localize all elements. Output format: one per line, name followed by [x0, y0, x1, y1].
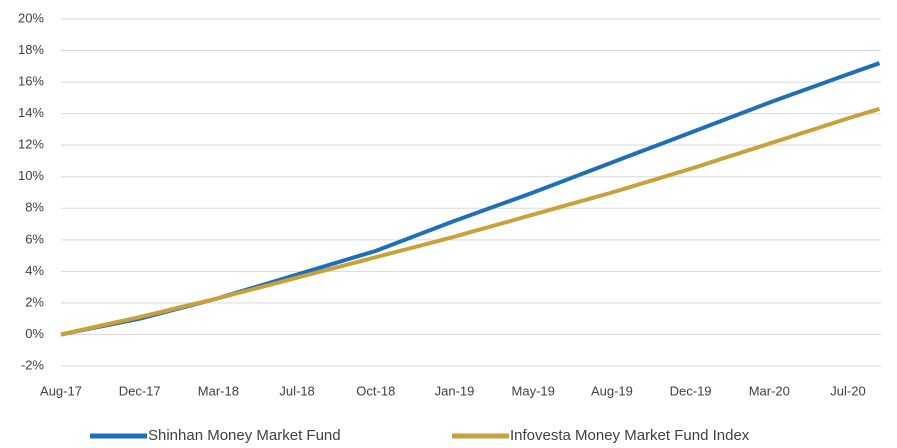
y-tick-label: -2% [21, 357, 45, 372]
y-tick-label: 4% [25, 263, 44, 278]
x-tick-label: Aug-17 [40, 383, 82, 398]
x-tick-label: Aug-19 [591, 383, 633, 398]
legend-label: Infovesta Money Market Fund Index [510, 427, 750, 444]
line-series [60, 106, 881, 337]
x-tick-label: May-19 [512, 383, 555, 398]
x-tick-label: Jan-19 [435, 383, 475, 398]
x-tick-label: Jul-20 [830, 383, 865, 398]
y-tick-label: 12% [18, 137, 44, 152]
line-series [60, 61, 881, 337]
x-tick-label: Oct-18 [356, 383, 395, 398]
y-tick-label: 16% [18, 74, 44, 89]
y-tick-label: 20% [18, 10, 44, 25]
x-tick-label: Jul-18 [279, 383, 314, 398]
y-tick-label: 10% [18, 168, 44, 183]
y-tick-label: 6% [25, 231, 44, 246]
x-tick-label: Mar-18 [198, 383, 239, 398]
x-tick-label: Dec-17 [119, 383, 161, 398]
x-tick-label: Dec-19 [670, 383, 712, 398]
y-tick-label: 18% [18, 42, 44, 57]
x-tick-label: Mar-20 [749, 383, 790, 398]
legend-label: Shinhan Money Market Fund [148, 427, 341, 444]
y-tick-label: 8% [25, 200, 44, 215]
y-tick-label: 2% [25, 294, 44, 309]
y-tick-label: 14% [18, 105, 44, 120]
y-tick-label: 0% [25, 326, 44, 341]
